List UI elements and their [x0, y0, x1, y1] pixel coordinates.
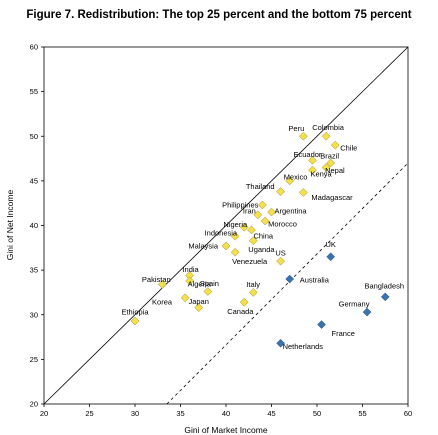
point-uk	[326, 252, 336, 262]
point-label-germany: Germany	[339, 300, 370, 309]
point-label-philippines: Philippines	[222, 200, 259, 209]
point-label-us: US	[275, 249, 285, 258]
point-label-canada: Canada	[227, 307, 254, 316]
y-tick-label: 40	[30, 221, 38, 230]
y-tick-label: 20	[30, 400, 38, 409]
point-label-china: China	[253, 231, 273, 240]
point-australia	[285, 274, 295, 284]
point-france	[317, 320, 326, 329]
point-label-peru: Peru	[288, 124, 304, 133]
point-label-pakistan: Pakistan	[142, 275, 171, 284]
x-tick-label: 40	[222, 409, 230, 418]
point-label-colombia: Colombia	[312, 123, 345, 132]
point-label-italy: Italy	[246, 280, 260, 289]
point-label-uk: UK	[325, 240, 335, 249]
x-tick-label: 55	[358, 409, 366, 418]
point-colombia	[321, 131, 331, 141]
point-label-ethiopia: Ethiopia	[121, 307, 149, 316]
point-nepal	[321, 163, 331, 172]
point-label-brazil: Brazil	[320, 152, 339, 161]
point-uganda	[248, 236, 258, 246]
point-peru	[298, 131, 308, 141]
point-argentina	[267, 207, 276, 217]
point-label-india: India	[182, 265, 199, 274]
x-tick-label: 35	[176, 409, 184, 418]
y-tick-label: 50	[30, 132, 38, 141]
point-iran	[253, 210, 263, 220]
point-algeria	[185, 276, 194, 286]
point-label-madagascar: Madagascar	[311, 193, 353, 202]
dashed-reference-line	[166, 162, 409, 405]
y-tick-label: 35	[30, 266, 38, 275]
point-netherlands	[276, 338, 285, 348]
point-japan	[194, 303, 204, 312]
point-label-indonesia: Indonesia	[205, 229, 238, 238]
point-label-iran: Iran	[243, 206, 256, 215]
point-indonesia	[230, 231, 240, 241]
point-chile	[330, 140, 340, 150]
y-tick-label: 55	[30, 87, 38, 96]
point-canada	[239, 297, 249, 307]
point-ecuador	[308, 155, 317, 165]
point-malaysia	[221, 241, 231, 251]
point-label-morocco: Morocco	[268, 220, 297, 229]
point-madagascar	[298, 188, 308, 197]
point-label-australia: Australia	[300, 276, 330, 285]
point-label-nigeria: Nigeria	[223, 220, 248, 229]
point-label-venezuela: Venezuela	[232, 257, 268, 266]
point-nigeria	[239, 222, 249, 232]
point-spain	[203, 287, 213, 296]
point-label-netherlands: Netherlands	[283, 342, 324, 351]
point-label-bangladesh: Bangladesh	[364, 281, 404, 290]
point-label-argentina: Argentina	[275, 207, 308, 216]
y-tick-label: 25	[30, 355, 38, 364]
point-label-algeria: Algeria	[188, 279, 212, 288]
x-tick-label: 20	[40, 409, 48, 418]
point-pakistan	[157, 280, 167, 289]
x-tick-label: 45	[267, 409, 275, 418]
y-tick-label: 45	[30, 176, 38, 185]
x-tick-label: 50	[313, 409, 321, 418]
point-label-ecuador: Ecuador	[293, 150, 321, 159]
point-label-spain: Spain	[200, 279, 219, 288]
point-label-kenya: Kenya	[310, 170, 332, 179]
y-axis-label: Gini of Net Income	[5, 190, 15, 261]
point-label-malaysia: Malaysia	[188, 242, 218, 251]
point-bangladesh	[380, 292, 390, 302]
point-label-nepal: Nepal	[325, 166, 345, 175]
y-tick-label: 60	[30, 43, 38, 52]
x-axis-label: Gini of Market Income	[184, 425, 267, 435]
point-korea	[180, 293, 190, 303]
point-china	[247, 225, 256, 235]
point-label-france: France	[332, 329, 355, 338]
point-label-mexico: Mexico	[284, 172, 308, 181]
diagonal-reference-line	[43, 46, 409, 405]
point-kenya	[308, 165, 317, 175]
point-philippines	[258, 200, 267, 210]
point-ethiopia	[130, 316, 140, 326]
y-tick-label: 30	[30, 310, 38, 319]
point-mexico	[285, 176, 295, 186]
point-label-uganda: Uganda	[248, 245, 275, 254]
point-label-thailand: Thailand	[246, 182, 275, 191]
point-morocco	[260, 216, 270, 226]
point-venezuela	[230, 247, 240, 257]
point-label-chile: Chile	[340, 144, 357, 153]
chart-title: Figure 7. Redistribution: The top 25 per…	[26, 9, 412, 21]
point-label-japan: Japan	[188, 297, 208, 306]
point-brazil	[326, 158, 336, 168]
x-tick-label: 60	[404, 409, 412, 418]
point-germany	[362, 307, 372, 317]
point-italy	[248, 288, 258, 297]
point-label-korea: Korea	[152, 297, 173, 306]
point-us	[276, 256, 285, 266]
x-tick-label: 30	[131, 409, 139, 418]
x-tick-label: 25	[85, 409, 93, 418]
point-thailand	[276, 187, 285, 196]
